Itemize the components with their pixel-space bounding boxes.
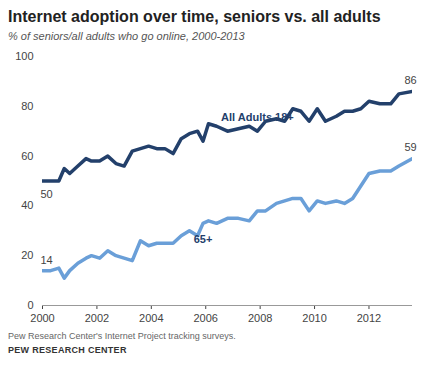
svg-text:2004: 2004 [139,312,163,324]
svg-text:2008: 2008 [248,312,272,324]
svg-text:2002: 2002 [85,312,109,324]
svg-text:60: 60 [21,150,33,162]
svg-text:2006: 2006 [193,312,217,324]
svg-text:50: 50 [40,188,52,200]
html-text:PEW RESEARCH CENTER: PEW RESEARCH CENTER [8,345,127,355]
svg-text:65+: 65+ [194,233,213,245]
svg-text:2000: 2000 [30,312,54,324]
svg-text:40: 40 [21,199,33,211]
html-text:% of seniors/all adults who go: % of seniors/all adults who go online, 2… [8,30,245,42]
svg-text:14: 14 [40,254,52,266]
svg-text:59: 59 [404,141,416,153]
svg-text:86: 86 [404,74,416,86]
svg-text:2010: 2010 [302,312,326,324]
svg-text:All Adults 18+: All Adults 18+ [221,111,294,123]
html-text:Internet adoption over time, s: Internet adoption over time, seniors vs.… [8,8,381,25]
svg-text:20: 20 [21,249,33,261]
svg-text:100: 100 [15,50,33,62]
svg-text:80: 80 [21,100,33,112]
svg-text:0: 0 [27,299,33,311]
html-text:Pew Research Center's Internet: Pew Research Center's Internet Project t… [8,331,236,341]
svg-text:2012: 2012 [357,312,381,324]
